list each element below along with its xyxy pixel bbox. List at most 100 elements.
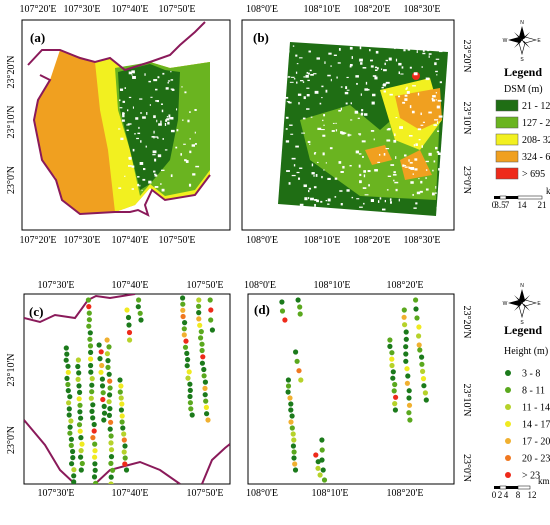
sample-point (86, 304, 92, 310)
sample-point (91, 474, 98, 480)
texture-speck (304, 197, 308, 201)
texture-speck (293, 164, 296, 167)
texture-speck (165, 87, 169, 90)
legend-dsm-title: Legend (504, 65, 542, 79)
sample-point (77, 389, 83, 395)
sample-point (404, 366, 410, 372)
texture-speck (406, 86, 408, 90)
scale-bar-bottom: km 0 2 4 8 12 (492, 476, 550, 500)
texture-speck (418, 178, 420, 180)
texture-speck (409, 167, 412, 169)
texture-speck (390, 164, 395, 166)
texture-speck (131, 165, 135, 168)
sample-point (71, 473, 77, 479)
texture-speck (417, 128, 422, 131)
sample-point (208, 307, 214, 313)
texture-speck (153, 79, 158, 82)
sample-point (64, 351, 70, 357)
sample-point (100, 396, 106, 403)
sample-point (293, 349, 299, 355)
texture-speck (157, 154, 162, 158)
texture-speck (189, 138, 191, 140)
texture-speck (156, 119, 158, 123)
sample-point (202, 385, 208, 391)
texture-speck (289, 124, 293, 126)
legend-dsm-swatch (495, 133, 519, 146)
panel-a (21, 19, 231, 231)
texture-speck (310, 197, 314, 201)
sample-point (184, 363, 190, 369)
texture-speck (388, 57, 392, 61)
tick-label: 23°0'N (461, 454, 472, 482)
compass-n: N (520, 283, 524, 289)
texture-speck (420, 180, 423, 184)
texture-speck (155, 88, 158, 91)
sample-point (403, 358, 409, 364)
sample-point (290, 443, 296, 449)
sample-point (119, 419, 125, 425)
tick-label: 108°20'E (387, 488, 424, 499)
texture-speck (416, 50, 418, 54)
texture-speck (412, 193, 414, 196)
texture-speck (416, 191, 421, 195)
sample-point (101, 417, 107, 423)
texture-speck (363, 202, 365, 205)
sample-point (198, 329, 204, 335)
texture-speck (350, 102, 352, 105)
panel-b-texture (285, 45, 443, 211)
legend-height-swatch (505, 404, 511, 410)
sample-point (182, 320, 188, 326)
texture-speck (370, 59, 373, 62)
texture-speck (331, 130, 335, 132)
texture-speck (406, 91, 410, 94)
tick-label: 23°10'N (6, 105, 17, 138)
legend-height: Legend Height (m) 3 - 8 8 - 11 11 - 14 14 -… (492, 323, 550, 500)
texture-speck (435, 186, 437, 189)
texture-speck (306, 108, 310, 110)
texture-speck (286, 170, 290, 172)
texture-speck (404, 94, 408, 97)
texture-speck (161, 109, 164, 113)
texture-speck (435, 99, 437, 101)
sample-point (118, 395, 124, 401)
texture-speck (360, 93, 362, 96)
sample-point (108, 447, 115, 453)
tick-label: 108°0'E (246, 488, 278, 499)
texture-speck (356, 82, 358, 85)
tick-label: 107°50'E (187, 488, 224, 499)
texture-speck (164, 122, 167, 126)
sample-point (69, 461, 75, 467)
legend-dsm-swatch (495, 116, 519, 129)
sample-point (117, 389, 123, 395)
sample-point (122, 455, 128, 461)
sample-point (420, 376, 427, 382)
legend-dsm-label: 21 - 127 (522, 101, 550, 112)
sample-point (68, 418, 74, 424)
sample-point (76, 422, 83, 428)
tick-label: 108°30'E (404, 235, 441, 246)
texture-speck (358, 164, 361, 168)
sample-point (77, 428, 83, 434)
texture-speck (393, 171, 396, 174)
sample-point (92, 461, 98, 467)
sample-point (98, 369, 104, 375)
texture-speck (299, 80, 304, 82)
panel-b-orange-2 (365, 145, 392, 165)
texture-speck (370, 199, 375, 202)
sample-point (199, 341, 205, 347)
texture-speck (286, 76, 288, 79)
tick-label: 23°0'N (6, 166, 17, 194)
sample-point (101, 410, 108, 416)
texture-speck (338, 48, 341, 51)
texture-speck (170, 88, 174, 90)
sample-point (422, 390, 428, 396)
texture-speck (316, 161, 319, 163)
texture-speck (354, 110, 359, 114)
texture-speck (146, 112, 148, 115)
legend-height-swatch (505, 421, 511, 427)
texture-speck (291, 157, 296, 160)
tick-label: 23°20'N (461, 39, 472, 72)
texture-speck (362, 67, 367, 69)
sample-point (187, 387, 193, 393)
texture-speck (359, 173, 362, 177)
